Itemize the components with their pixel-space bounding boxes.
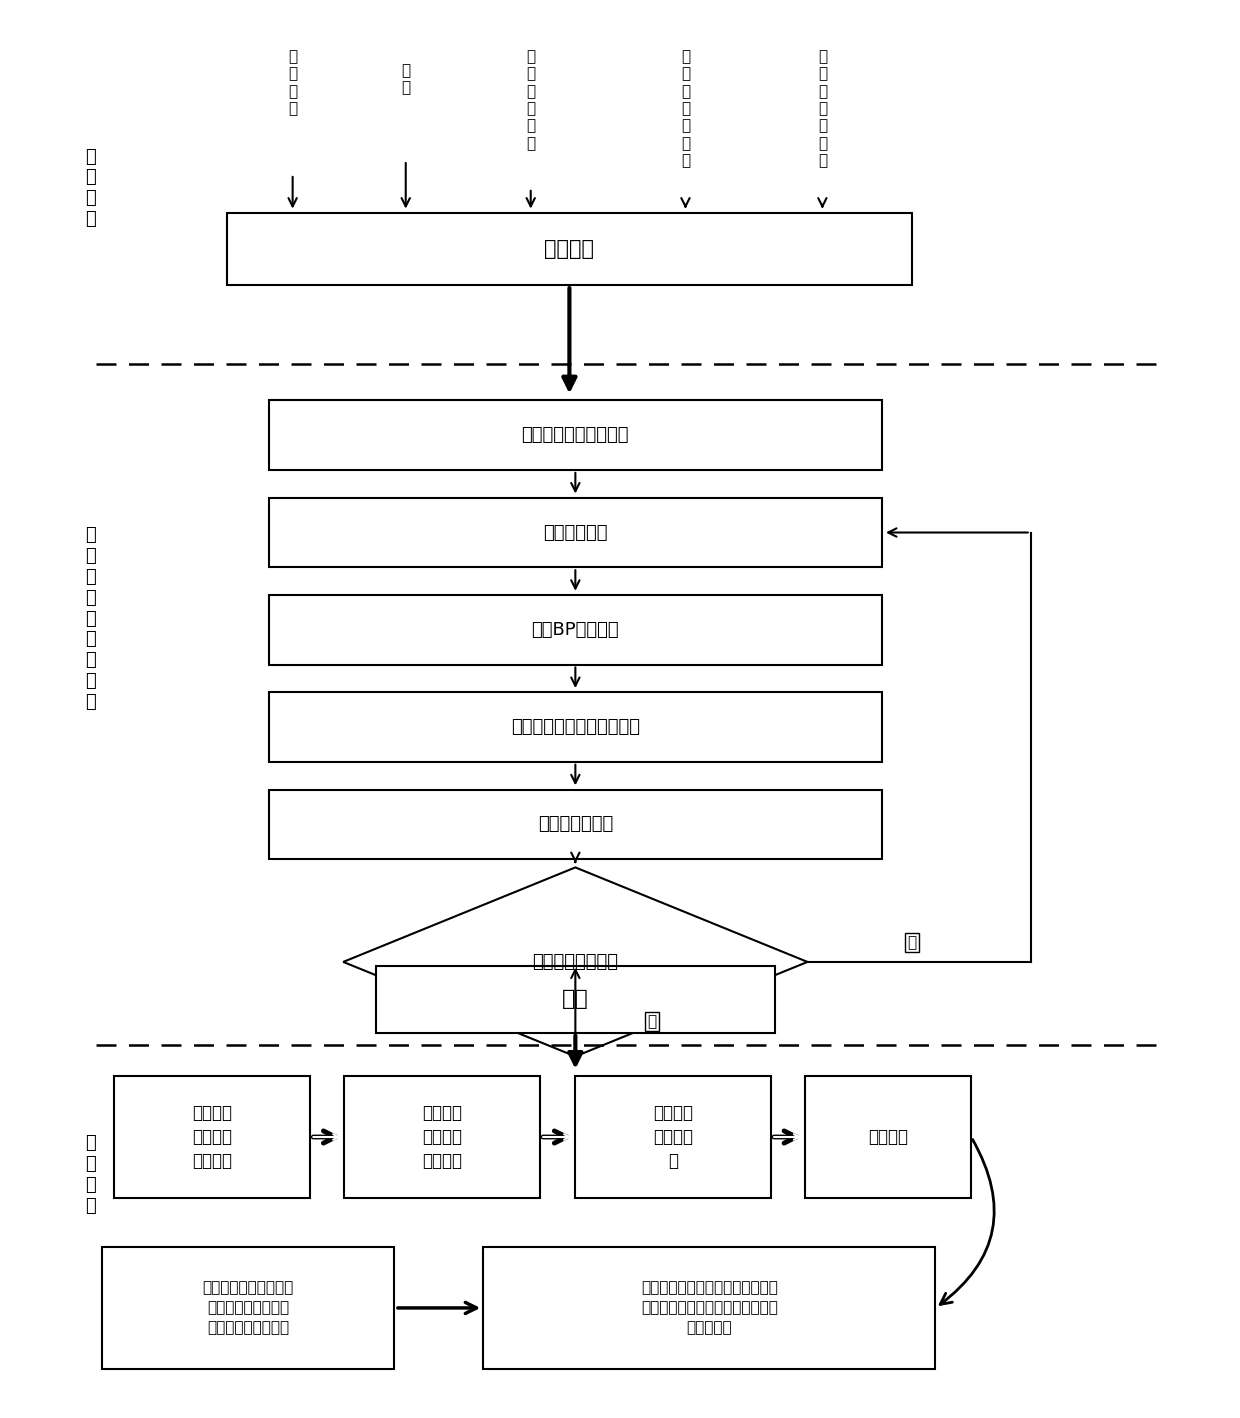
Text: 风
速: 风 速 [402,62,410,95]
FancyBboxPatch shape [114,1076,310,1198]
Text: 评价系统: 评价系统 [868,1127,908,1146]
FancyBboxPatch shape [227,213,911,285]
Text: 根据实际过程中的气象
条件，动态调整冷凝
器、再热器出口烟温: 根据实际过程中的气象 条件，动态调整冷凝 器、再热器出口烟温 [202,1280,294,1336]
FancyBboxPatch shape [805,1076,971,1198]
Text: 实
例
应
用: 实 例 应 用 [84,1134,95,1215]
FancyBboxPatch shape [269,692,882,761]
Text: 根据气候条件选择最优的冷凝器、
再热器出口烟温，降低系统的全生
命周期费用: 根据气候条件选择最优的冷凝器、 再热器出口烟温，降低系统的全生 命周期费用 [641,1280,777,1336]
Text: 创建BP神经网络: 创建BP神经网络 [532,621,619,638]
Text: 计算输出层误差: 计算输出层误差 [538,815,613,834]
FancyBboxPatch shape [484,1246,935,1370]
Text: 大
气
温
度: 大 气 温 度 [288,50,298,116]
FancyBboxPatch shape [269,790,882,859]
FancyArrowPatch shape [940,1140,994,1305]
Text: 大气的数
据并做归
一化处理: 大气的数 据并做归 一化处理 [192,1105,232,1170]
Text: 获得对应
的再热温
度: 获得对应 的再热温 度 [653,1105,693,1170]
Text: 连接权值、阈值初始化: 连接权值、阈值初始化 [522,427,629,444]
Text: 数
据
收
集: 数 据 收 集 [84,147,95,228]
FancyBboxPatch shape [269,596,882,665]
Text: 是: 是 [647,1014,657,1029]
Text: 是否达到训练条件: 是否达到训练条件 [532,953,619,971]
Text: 输入学习样本: 输入学习样本 [543,523,608,542]
Text: 神
经
网
络
构
建
及
训
练: 神 经 网 络 构 建 及 训 练 [84,526,95,710]
FancyBboxPatch shape [102,1246,394,1370]
FancyBboxPatch shape [575,1076,771,1198]
FancyBboxPatch shape [343,1076,541,1198]
Text: 已经训练
好的神经
网络模型: 已经训练 好的神经 网络模型 [422,1105,463,1170]
FancyBboxPatch shape [269,400,882,469]
Text: 否: 否 [908,934,916,950]
Text: 结束: 结束 [562,990,589,1010]
Text: 再
热
器
再
热
温
度: 再 热 器 再 热 温 度 [818,50,827,169]
FancyBboxPatch shape [269,498,882,567]
Text: 冷
凝
器
冷
凝
温
度: 冷 凝 器 冷 凝 温 度 [681,50,689,169]
Text: 训练网络、计算输出层输出: 训练网络、计算输出层输出 [511,718,640,736]
Text: 大
气
相
对
湿
度: 大 气 相 对 湿 度 [526,50,536,150]
FancyBboxPatch shape [376,966,775,1032]
Text: 收集数据: 收集数据 [544,240,594,259]
